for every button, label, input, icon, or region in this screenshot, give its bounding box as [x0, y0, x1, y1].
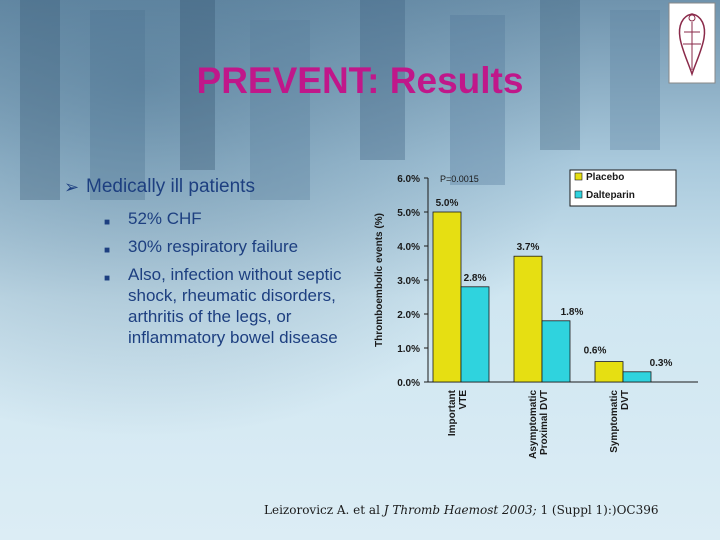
citation-authors: Leizorovicz A. et al — [264, 503, 384, 517]
sub-bullet-list: ■ 52% CHF ■ 30% respiratory failure ■ Al… — [104, 208, 354, 351]
y-tick-label: 0.0% — [397, 378, 420, 389]
y-tick-label: 5.0% — [397, 208, 420, 219]
legend-label: Placebo — [586, 172, 624, 183]
bar-value-label: 1.8% — [561, 307, 584, 318]
arrow-bullet-icon: ➢ — [64, 176, 80, 197]
y-tick-label: 6.0% — [397, 174, 420, 185]
p-value-annotation: P=0.0015 — [440, 174, 479, 184]
sub-bullet: ■ 52% CHF — [104, 208, 354, 233]
sub-bullet-text: 52% CHF — [128, 209, 202, 228]
bar-value-label: 0.3% — [650, 358, 673, 369]
citation: Leizorovicz A. et al J Thromb Haemost 20… — [264, 503, 659, 517]
y-tick-label: 3.0% — [397, 276, 420, 287]
citation-details: 1 (Suppl 1):)OC396 — [536, 503, 659, 517]
main-bullet-text: Medically ill patients — [86, 176, 255, 197]
results-bar-chart: Thromboembolic events (%) 0.0% 1.0% 2.0% 3.0… — [374, 169, 698, 459]
bar-placebo-1 — [513, 255, 543, 383]
legend-swatch — [574, 190, 583, 199]
main-bullet: ➢ Medically ill patients — [64, 176, 255, 198]
square-bullet-icon: ■ — [104, 273, 111, 284]
bar-dalteparin-1 — [541, 320, 571, 383]
category-label: ImportantVTE — [447, 389, 469, 436]
legend-swatch — [574, 172, 583, 181]
sub-bullet-text: 30% respiratory failure — [128, 237, 299, 256]
y-axis-title: Thromboembolic events (%) — [374, 213, 385, 347]
slide-title: PREVENT: Results — [196, 60, 524, 101]
y-tick-label: 2.0% — [397, 310, 420, 321]
y-tick-label: 1.0% — [397, 344, 420, 355]
sub-bullet-text: Also, infection without septic shock, rh… — [128, 265, 342, 347]
category-label: SymptomaticDVT — [609, 390, 631, 453]
bar-dalteparin-2 — [622, 371, 652, 383]
category-label: AsymptomaticProximal DVT — [528, 390, 550, 459]
heart-lungs-logo — [668, 2, 716, 84]
y-tick-label: 4.0% — [397, 242, 420, 253]
legend-box — [569, 169, 677, 207]
legend-label: Dalteparin — [586, 190, 635, 201]
bar-value-label: 0.6% — [584, 346, 607, 357]
bar-placebo-0 — [432, 211, 462, 383]
bar-value-label: 5.0% — [436, 198, 459, 209]
background-crowd-image — [20, 0, 660, 200]
sub-bullet: ■ 30% respiratory failure — [104, 236, 354, 261]
citation-journal: J Thromb Haemost 2003; — [383, 503, 537, 517]
square-bullet-icon: ■ — [104, 217, 111, 228]
sub-bullet: ■ Also, infection without septic shock, … — [104, 264, 354, 348]
square-bullet-icon: ■ — [104, 245, 111, 256]
bar-dalteparin-0 — [460, 286, 490, 383]
bar-value-label: 2.8% — [464, 273, 487, 284]
bar-placebo-2 — [594, 361, 624, 383]
bar-value-label: 3.7% — [517, 242, 540, 253]
